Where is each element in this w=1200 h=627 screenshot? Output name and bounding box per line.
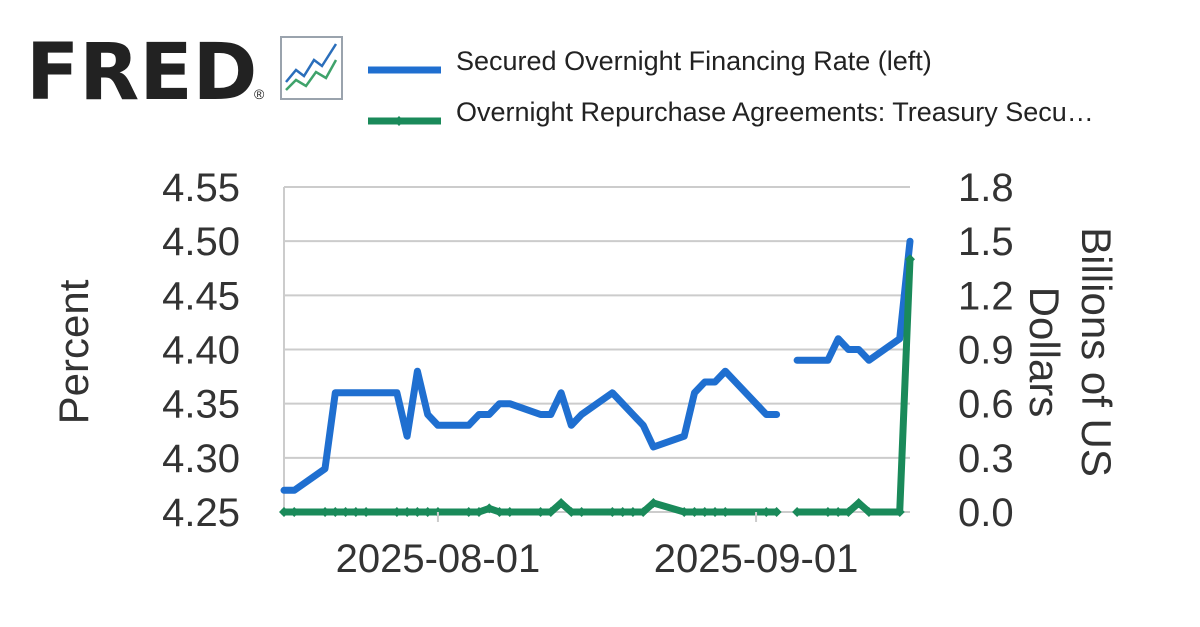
data-point — [494, 507, 505, 517]
series-line — [280, 499, 781, 516]
data-point — [638, 507, 649, 517]
data-point — [576, 507, 587, 517]
data-point — [905, 254, 915, 265]
left-axis-ticks: 4.55 4.50 4.45 4.40 4.35 4.30 4.25 — [162, 166, 240, 535]
data-point — [350, 507, 361, 517]
data-point — [361, 507, 372, 517]
data-point — [843, 507, 854, 517]
fred-logo[interactable]: FRED ® — [26, 28, 265, 118]
data-point — [279, 507, 289, 517]
legend: Secured Overnight Financing Rate (left) … — [368, 46, 1094, 127]
right-axis-ticks: 1.8 1.5 1.2 0.9 0.6 0.3 0.0 — [958, 166, 1014, 535]
data-point — [504, 507, 515, 517]
data-point — [566, 507, 577, 517]
legend-label-repo: Overnight Repurchase Agreements: Treasur… — [456, 97, 1094, 127]
data-point — [710, 507, 721, 517]
data-point — [340, 507, 351, 517]
legend-label-sofr: Secured Overnight Financing Rate (left) — [456, 46, 932, 76]
data-point — [473, 507, 484, 517]
right-axis-title-line-1: Billions of US — [1073, 227, 1120, 477]
series-line — [793, 255, 914, 516]
left-tick-label: 4.35 — [162, 383, 240, 427]
right-tick-label: 0.6 — [958, 383, 1014, 427]
data-point — [289, 507, 300, 517]
legend-entry-repo[interactable]: Overnight Repurchase Agreements: Treasur… — [368, 97, 1094, 127]
data-point — [484, 503, 495, 514]
data-point — [699, 507, 710, 517]
data-point — [556, 497, 567, 508]
right-tick-label: 1.2 — [958, 274, 1014, 318]
data-point — [792, 507, 803, 517]
data-point — [617, 507, 628, 517]
data-point — [679, 507, 690, 517]
left-tick-label: 4.45 — [162, 274, 240, 318]
registered-mark: ® — [254, 86, 265, 102]
data-point — [463, 507, 474, 517]
left-tick-label: 4.55 — [162, 166, 240, 210]
right-tick-label: 1.8 — [958, 166, 1014, 210]
grid-lines — [284, 186, 910, 513]
legend-entry-sofr[interactable]: Secured Overnight Financing Rate (left) — [368, 46, 932, 76]
series-layer — [279, 237, 915, 517]
data-point — [822, 507, 833, 517]
data-point — [535, 507, 546, 517]
data-point — [330, 507, 341, 517]
x-axis-ticks: 2025-08-01 2025-09-01 — [336, 512, 859, 581]
right-tick-label: 1.5 — [958, 220, 1014, 264]
data-point — [412, 507, 423, 517]
data-point — [607, 507, 618, 517]
left-axis-title: Percent — [50, 279, 97, 424]
series-line — [280, 367, 781, 494]
data-point — [422, 507, 433, 517]
data-point — [771, 507, 782, 517]
right-tick-label: 0.3 — [958, 437, 1014, 481]
x-tick-label: 2025-09-01 — [654, 537, 859, 581]
data-point — [391, 507, 402, 517]
left-tick-label: 4.40 — [162, 329, 240, 373]
series-line — [793, 237, 914, 364]
series-repo — [279, 254, 915, 517]
data-point — [720, 507, 731, 517]
data-point — [853, 497, 864, 508]
left-tick-label: 4.50 — [162, 220, 240, 264]
legend-marker-repo — [394, 116, 404, 126]
right-tick-label: 0.9 — [958, 329, 1014, 373]
left-tick-label: 4.25 — [162, 491, 240, 535]
right-axis-title-line-2: Dollars — [1021, 287, 1068, 418]
data-point — [833, 507, 844, 517]
data-point — [627, 507, 638, 517]
data-point — [545, 507, 556, 517]
data-point — [648, 497, 659, 508]
left-tick-label: 4.30 — [162, 437, 240, 481]
data-point — [402, 507, 413, 517]
x-tick-label: 2025-08-01 — [336, 537, 541, 581]
series-sofr — [280, 237, 914, 494]
data-point — [689, 507, 700, 517]
data-point — [761, 507, 772, 517]
data-point — [894, 507, 905, 517]
right-tick-label: 0.0 — [958, 491, 1014, 535]
fred-logo-text: FRED — [26, 28, 257, 118]
data-point — [863, 507, 874, 517]
data-point — [320, 507, 331, 517]
line-chart-icon — [280, 36, 343, 100]
